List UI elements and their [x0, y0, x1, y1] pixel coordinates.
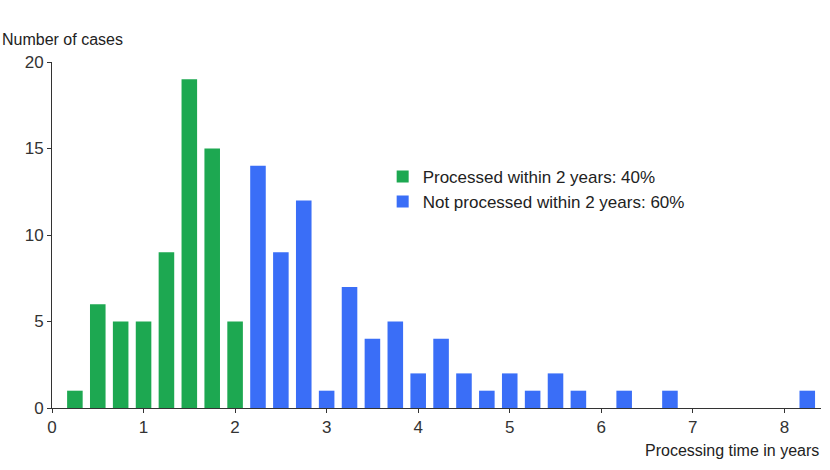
- svg-text:Processing time in years: Processing time in years: [645, 442, 819, 459]
- svg-text:3: 3: [322, 418, 331, 437]
- svg-text:Not processed within 2 years:: Not processed within 2 years: 60%: [423, 193, 685, 212]
- svg-text:7: 7: [688, 418, 697, 437]
- svg-text:15: 15: [25, 139, 44, 158]
- svg-text:0: 0: [47, 418, 56, 437]
- svg-text:8: 8: [780, 418, 789, 437]
- svg-text:5: 5: [505, 418, 514, 437]
- svg-text:2: 2: [230, 418, 239, 437]
- svg-text:1: 1: [139, 418, 148, 437]
- svg-text:6: 6: [597, 418, 606, 437]
- svg-text:20: 20: [25, 53, 44, 72]
- svg-text:Number of cases: Number of cases: [2, 31, 123, 48]
- svg-text:10: 10: [25, 226, 44, 245]
- svg-text:4: 4: [413, 418, 422, 437]
- svg-text:5: 5: [34, 312, 43, 331]
- svg-text:0: 0: [34, 399, 43, 418]
- svg-text:Processed within 2 years: 40%: Processed within 2 years: 40%: [423, 168, 655, 187]
